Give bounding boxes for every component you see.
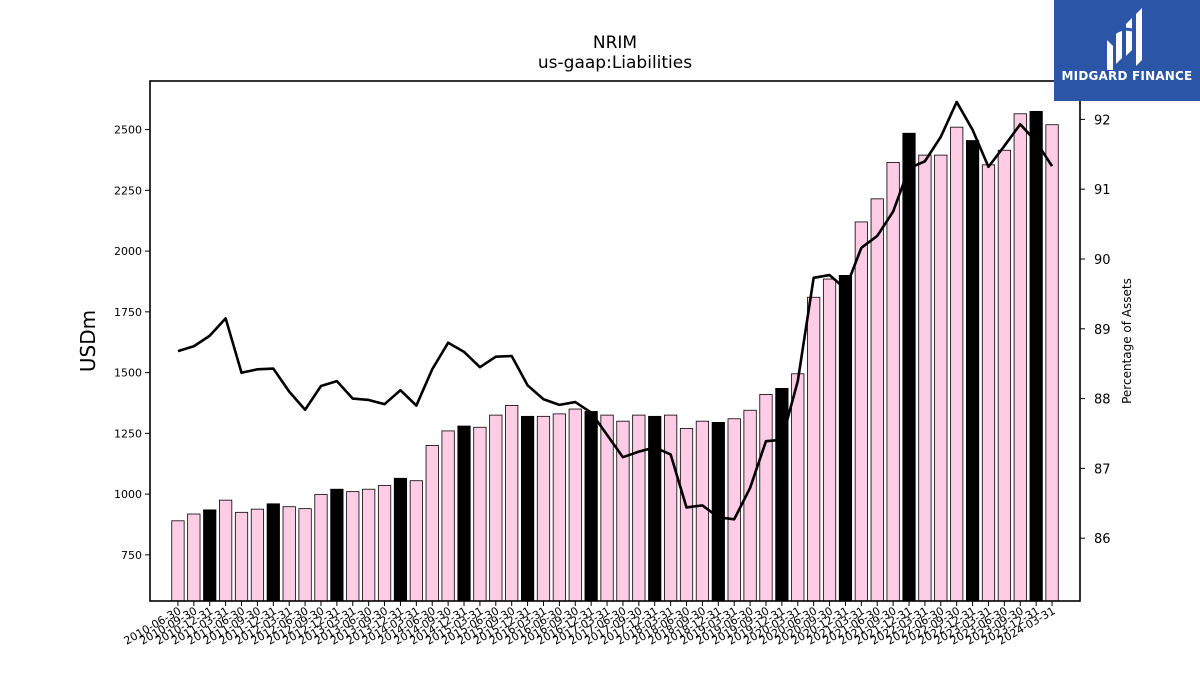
- y-tick-label: 1500: [114, 367, 142, 380]
- bar: [409, 480, 423, 602]
- bar: [536, 415, 551, 602]
- y2-tick-label: 88: [1094, 393, 1111, 408]
- bar: [1029, 110, 1043, 602]
- bar: [918, 154, 932, 602]
- bar: [457, 425, 471, 602]
- bar: [187, 513, 201, 602]
- bar: [266, 503, 280, 602]
- bar: [203, 509, 217, 602]
- bar: [695, 420, 710, 602]
- y-tick-label: 2000: [114, 245, 142, 258]
- bar: [965, 140, 980, 602]
- bar: [219, 499, 233, 602]
- y2-tick-label: 92: [1094, 113, 1111, 128]
- chart-title: NRIM: [593, 33, 637, 53]
- line-series: [177, 100, 1054, 521]
- bar: [171, 520, 185, 602]
- bar: [807, 296, 821, 602]
- bar: [822, 278, 837, 602]
- bar: [584, 411, 598, 602]
- y-tick-label: 2250: [114, 184, 142, 197]
- y2-tick-label: 90: [1094, 253, 1111, 268]
- bar: [711, 421, 725, 602]
- bar: [282, 506, 296, 602]
- bar: [330, 488, 344, 602]
- y-tick-label: 1000: [114, 488, 142, 501]
- bar: [505, 404, 519, 602]
- bar: [616, 420, 630, 602]
- bar: [568, 408, 582, 602]
- bar: [981, 164, 996, 602]
- y-tick-label: 1250: [114, 427, 142, 440]
- bar: [743, 409, 757, 602]
- bar: [346, 491, 360, 602]
- plot-frame: [149, 80, 1081, 602]
- y-tick-label: 750: [121, 549, 142, 562]
- bar: [393, 477, 408, 602]
- bar: [886, 161, 900, 602]
- bar: [759, 394, 773, 602]
- y2-tick-label: 87: [1094, 462, 1111, 477]
- bar: [377, 485, 392, 602]
- bar: [362, 488, 376, 602]
- series-line: [177, 100, 1054, 521]
- bar: [664, 414, 678, 602]
- bar: [473, 426, 487, 602]
- y-tick-label: 2500: [114, 124, 142, 137]
- bar: [997, 149, 1011, 602]
- bar: [314, 494, 328, 602]
- bar: [552, 413, 566, 602]
- brand-name: MIDGARD FINANCE: [1061, 69, 1193, 83]
- bar: [791, 373, 805, 602]
- bar: [489, 414, 503, 602]
- bar: [1045, 124, 1059, 602]
- y2-tick-label: 89: [1094, 323, 1111, 338]
- bar: [648, 415, 662, 602]
- bar: [950, 126, 964, 602]
- bar: [632, 414, 646, 602]
- bar: [425, 445, 439, 602]
- bar: [234, 511, 249, 602]
- chart-subtitle: us-gaap:Liabilities: [538, 53, 692, 73]
- y2-tick-label: 86: [1094, 532, 1111, 547]
- y-tick-label: 1750: [114, 306, 142, 319]
- y2-axis-label: Percentage of Assets: [1120, 278, 1134, 404]
- midgard-logo-icon: [1105, 8, 1142, 70]
- bar: [870, 198, 884, 602]
- bar: [250, 508, 265, 602]
- y2-tick-label: 91: [1094, 183, 1111, 198]
- bar: [298, 508, 312, 602]
- bar: [854, 221, 868, 602]
- y-axis-label: USDm: [76, 310, 100, 372]
- axes: 750 1000 1250 1500 1750 2000 2250 2500 86 87 88 89 9…: [114, 113, 1111, 647]
- bar: [441, 430, 455, 602]
- brand-logo: MIDGARD FINANCE: [1054, 0, 1200, 101]
- bar: [679, 428, 694, 602]
- bar: [1013, 113, 1027, 602]
- bar: [838, 274, 853, 602]
- bar: [934, 154, 948, 602]
- bar: [902, 132, 916, 602]
- bar-series: [171, 110, 1059, 602]
- bar: [520, 415, 535, 602]
